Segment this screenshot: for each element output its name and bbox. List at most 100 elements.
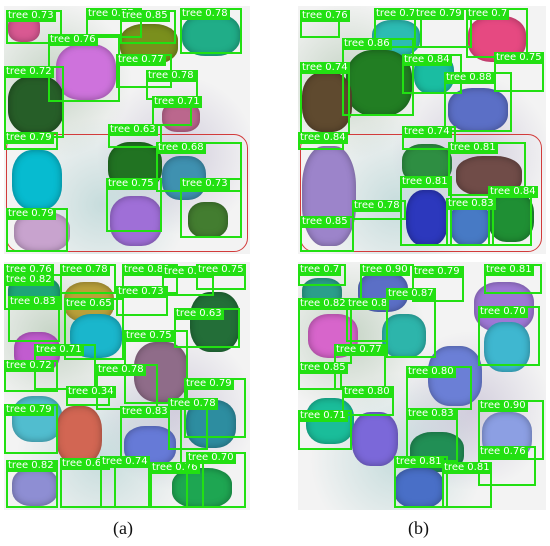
detection-box: tree 0.83 — [406, 408, 458, 462]
detection-box: tree 0.82 — [4, 274, 62, 310]
detection-label: tree 0.82 — [6, 460, 56, 472]
detection-label: tree 0.78 — [168, 398, 218, 410]
detection-box: tree 0.81 — [484, 264, 542, 294]
detection-box: tree 0.8 — [346, 298, 390, 342]
detection-label: tree 0.73 — [180, 178, 230, 190]
detection-box: tree 0.70 — [186, 452, 246, 508]
detection-box: tree 0.74 — [100, 456, 150, 508]
detection-label: tree 0.71 — [152, 96, 202, 108]
detection-box: tree 0.81 — [394, 456, 448, 508]
detection-label: tree 0.69 — [60, 458, 110, 470]
detection-label: tree 0.7 — [374, 8, 418, 20]
detection-label: tree 0.79 — [184, 378, 234, 390]
detection-label: tree 0.84 — [298, 132, 348, 144]
detection-box: tree 0.84 — [488, 186, 538, 246]
detection-label: tree 0.76 — [4, 264, 54, 276]
detection-box: tree 0.7 — [374, 8, 422, 48]
detection-box: tree 0.7 — [298, 264, 346, 286]
detection-box: tree 0.83 — [446, 198, 496, 246]
detection-box: tree 0.71 — [298, 410, 352, 450]
detection-label: tree 0.79 — [412, 266, 462, 278]
detection-label: tree 0.77 — [334, 344, 384, 356]
tree-crown — [8, 76, 64, 134]
detection-label: tree 0.8 — [346, 298, 390, 310]
detection-label: tree 0.75 — [494, 52, 544, 64]
tree-crown — [382, 314, 426, 358]
detection-box: tree 0.74 — [402, 126, 456, 150]
detection-label: tree 0.73 — [6, 10, 56, 22]
detection-label: tree 0.77 — [116, 54, 166, 66]
detection-box: tree 0.79 — [414, 8, 472, 48]
detection-label: tree 0.80 — [406, 366, 456, 378]
detection-label: tree 0.78 — [352, 200, 402, 212]
detection-label: tree 0.86 — [342, 38, 392, 50]
detection-label: tree 0.78 — [60, 264, 110, 276]
tree-crown — [352, 412, 398, 466]
tree-crown — [56, 406, 102, 464]
detection-label: tree 0.70 — [186, 452, 236, 464]
detection-label: tree 0.85 — [298, 362, 348, 374]
detection-box: tree 0.78 — [352, 200, 406, 220]
detection-box: tree 0.85 — [120, 10, 176, 44]
detection-label: tree 0.84 — [488, 186, 538, 198]
detection-label: tree 0.76 — [300, 10, 350, 22]
tree-crown — [188, 202, 228, 238]
detection-box: tree 0.71 — [152, 96, 202, 126]
caption-b: (b) — [408, 518, 429, 538]
detection-label: tree 0.75 — [124, 330, 174, 342]
tree-crown — [12, 150, 62, 210]
detection-label: tree 0.80 — [122, 264, 172, 276]
tree-crown — [484, 322, 530, 372]
detection-box: tree 0.72 — [4, 66, 64, 138]
detection-label: tree 0.79 — [6, 208, 56, 220]
detection-label: tree 0.78 — [180, 8, 230, 20]
detection-label: tree 0.84 — [402, 54, 452, 66]
detection-box: tree 0.81 — [400, 176, 452, 246]
panel-a-top: tree 0.73 tree 0.77 tree 0.85 tree 0.78 … — [4, 6, 250, 254]
detection-label: tree 0.75 — [106, 178, 156, 190]
detection-label: tree 0.74 — [100, 456, 150, 468]
tree-crown — [190, 292, 240, 352]
detection-label: tree 0.34 — [66, 386, 116, 398]
detection-box: tree 0.81 — [442, 462, 492, 508]
detection-label: tree 0.63 — [108, 124, 158, 136]
tree-crown — [110, 196, 162, 246]
detection-box: tree 0.78 — [180, 8, 242, 54]
detection-label: tree 0.82 — [298, 298, 348, 310]
tree-crown — [12, 468, 58, 506]
tree-crown — [302, 146, 356, 246]
tree-crown — [12, 396, 62, 442]
detection-label: tree 0.68 — [156, 142, 206, 154]
detection-label: tree 0.76 — [478, 446, 528, 458]
detection-label: tree 0.74 — [300, 62, 350, 74]
tree-crown — [448, 88, 508, 132]
detection-label: tree 0.83 — [406, 408, 456, 420]
detection-box: tree 0.78 — [168, 398, 218, 450]
detection-box: tree 0.81 — [448, 142, 526, 196]
detection-box: tree 0.75 — [196, 264, 246, 290]
detection-box: tree 0.73 — [116, 286, 168, 316]
detection-box: tree 0.72 — [4, 360, 58, 392]
detection-box: tree 0.80 — [406, 366, 472, 410]
detection-label: tree 0.90 — [478, 400, 528, 412]
detection-label: tree 0.65 — [64, 298, 114, 310]
tree-crown — [182, 14, 240, 56]
detection-label: tree 0.7 — [466, 8, 510, 20]
tree-crown — [488, 192, 534, 242]
panel-a-bottom: tree 0.76 tree 0.78 tree 0.80 tree 0.71 … — [4, 262, 250, 510]
detection-label: tree 0.81 — [400, 176, 450, 188]
detection-box: tree 0.63 — [108, 124, 162, 148]
detection-box: tree 0.73 — [180, 178, 242, 238]
detection-label: tree 0.83 — [446, 198, 496, 210]
detection-box: tree 0.70 — [478, 306, 540, 366]
detection-box: tree 0.63 — [174, 308, 240, 348]
detection-label: tree 0.71 — [34, 344, 84, 356]
detection-label: tree 0.81 — [448, 142, 498, 154]
detection-label: tree 0.85 — [300, 216, 350, 228]
detection-label: tree 0.82 — [4, 274, 54, 286]
detection-label: tree 0.83 — [120, 406, 170, 418]
tree-crown — [56, 44, 116, 100]
detection-box: tree 0.79 — [4, 404, 58, 454]
detection-label: tree 0.76 — [48, 34, 98, 46]
detection-box: tree 0.80 — [342, 386, 394, 416]
